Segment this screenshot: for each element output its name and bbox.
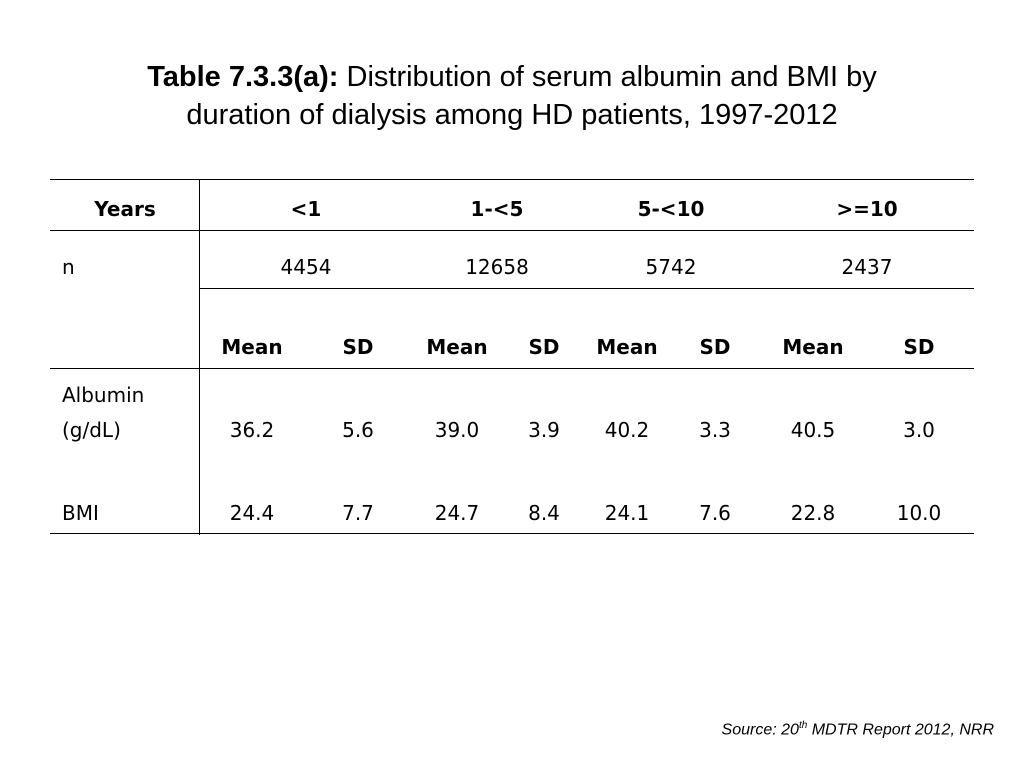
year-group-header: >=10 [836,197,898,221]
table-cell: 24.4 [229,501,275,525]
table-rule-top [50,179,974,180]
title-bold: Table 7.3.3(a): [147,61,339,93]
stat-header: Mean [596,335,658,359]
table-cell: 7.6 [699,501,731,525]
year-group-header: 1-<5 [470,197,524,221]
table-cell: 3.9 [528,418,560,442]
stat-header: SD [903,335,935,359]
year-group-header: <1 [290,197,322,221]
years-header: Years [94,197,156,221]
table-cell: 3.3 [699,418,731,442]
table-title: Table 7.3.3(a): Distribution of serum al… [0,58,1024,134]
source-superscript: th [798,720,808,731]
table-cell: 7.7 [342,501,374,525]
table-cell: 8.4 [528,501,560,525]
stat-header: SD [342,335,374,359]
n-label: n [62,255,75,279]
n-value: 4454 [280,255,332,279]
table-cell: 36.2 [229,418,275,442]
title-line1-text: Distribution of serum albumin and BMI by [338,61,877,93]
title-line-2: duration of dialysis among HD patients, … [186,99,838,131]
n-value: 12658 [465,255,529,279]
title-line-1: Table 7.3.3(a): Distribution of serum al… [0,58,1024,96]
source-suffix: MDTR Report 2012, NRR [807,721,994,739]
source-note: Source: 20th MDTR Report 2012, NRR [722,720,994,739]
stat-header: Mean [221,335,283,359]
stat-header: SD [699,335,731,359]
table-cell: 22.8 [790,501,836,525]
row-label-albumin-unit: (g/dL) [62,418,121,442]
table-cell: 40.2 [604,418,650,442]
table-cell: 24.7 [434,501,480,525]
table-cell: 24.1 [604,501,650,525]
stat-header: SD [528,335,560,359]
stat-header: Mean [426,335,488,359]
table-cell: 10.0 [896,501,942,525]
year-group-header: 5-<10 [637,197,705,221]
table-rule-stats [50,368,974,369]
table-rule-header [50,230,974,231]
data-table: Years <1 1-<5 5-<10 >=10 n 4454 12658 57… [50,179,974,535]
source-prefix: Source: 20 [721,721,799,739]
n-value: 2437 [841,255,893,279]
stat-header: Mean [782,335,844,359]
table-cell: 40.5 [790,418,836,442]
table-cell: 5.6 [342,418,374,442]
table-cell: 39.0 [434,418,480,442]
table-vertical-rule [199,179,200,535]
row-label-albumin: Albumin [62,383,145,407]
table-cell: 3.0 [903,418,935,442]
table-rule-bottom [50,533,974,534]
row-label-bmi: BMI [62,501,99,525]
n-value: 5742 [645,255,697,279]
table-rule-n [199,288,974,289]
